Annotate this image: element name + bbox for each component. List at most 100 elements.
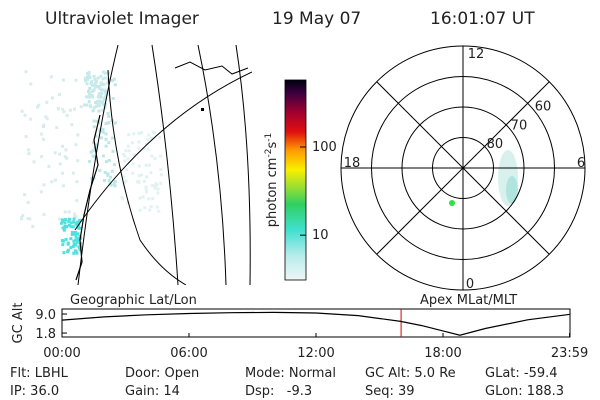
image-pixel: [137, 164, 141, 168]
image-pixel: [61, 171, 65, 175]
image-pixel: [62, 110, 66, 114]
image-pixel: [41, 137, 45, 141]
image-pixel: [131, 171, 135, 175]
status-field: Seq: 39: [365, 384, 415, 399]
mlt-label: 0: [466, 277, 474, 292]
image-pixel: [47, 164, 51, 168]
image-pixel: [61, 78, 65, 82]
image-pixel: [102, 70, 106, 74]
image-pixel: [107, 159, 111, 163]
image-pixel: [32, 160, 36, 164]
image-pixel: [66, 242, 70, 246]
image-pixel: [132, 132, 136, 136]
image-pixel: [150, 184, 154, 188]
image-pixel: [104, 144, 108, 148]
lat-label: 70: [511, 118, 528, 133]
image-pixel: [69, 108, 73, 112]
image-pixel: [111, 96, 115, 100]
image-pixel: [100, 88, 104, 92]
image-pixel: [29, 117, 33, 121]
image-pixel: [155, 183, 159, 187]
image-pixel: [109, 175, 113, 179]
image-pixel: [74, 238, 78, 242]
image-pixel: [148, 208, 152, 212]
image-pixel: [57, 93, 61, 97]
image-pixel: [79, 226, 83, 230]
image-pixel: [136, 180, 140, 184]
image-pixel: [67, 217, 71, 221]
image-pixel: [138, 208, 142, 212]
image-pixel: [104, 137, 108, 141]
image-pixel: [67, 219, 71, 223]
image-pixel: [127, 133, 131, 137]
image-pixel: [110, 169, 114, 173]
image-pixel: [66, 250, 70, 254]
image-pixel: [131, 162, 135, 166]
image-pixel: [85, 95, 89, 99]
image-pixel: [103, 170, 107, 174]
image-pixel: [72, 251, 76, 255]
image-pixel: [73, 215, 77, 219]
image-pixel: [75, 180, 79, 184]
x-tick-label: 00:00: [43, 346, 80, 361]
image-pixel: [71, 171, 75, 175]
image-pixel: [144, 187, 148, 191]
image-pixel: [26, 201, 30, 205]
image-pixel: [101, 130, 105, 134]
status-field: Dsp: -9.3: [245, 384, 312, 399]
image-pixel: [62, 251, 66, 255]
image-pixel: [121, 175, 125, 179]
image-pixel: [126, 144, 130, 148]
image-pixel: [94, 81, 98, 85]
image-pixel: [104, 132, 108, 136]
image-pixel: [45, 117, 49, 121]
image-pixel: [61, 219, 65, 223]
image-pixel: [107, 179, 111, 183]
image-pixel: [107, 141, 111, 145]
image-pixel: [93, 77, 97, 81]
image-pixel: [102, 179, 106, 183]
mlt-label: 18: [344, 156, 361, 171]
image-pixel: [94, 134, 98, 138]
image-pixel: [123, 154, 127, 158]
colorbar-tick-label: 10: [312, 228, 329, 243]
image-pixel: [71, 225, 75, 229]
lat-ring: [401, 106, 525, 230]
image-pixel: [106, 81, 110, 85]
image-pixel: [102, 88, 106, 92]
image-pixel: [53, 178, 57, 182]
image-pixel: [39, 190, 43, 194]
image-pixel: [61, 144, 65, 148]
plot-title: Geographic Lat/Lon: [70, 293, 197, 308]
image-pixel: [74, 78, 78, 82]
image-pixel: [151, 130, 155, 134]
y-axis-label: GC Alt: [11, 303, 26, 344]
image-pixel: [91, 154, 95, 158]
image-pixel: [125, 168, 129, 172]
status-field: GLat: -59.4: [485, 366, 558, 381]
image-pixel: [72, 107, 76, 111]
mlt-label: 12: [468, 47, 485, 62]
image-pixel: [85, 82, 89, 86]
image-pixel: [20, 216, 24, 220]
image-pixel: [74, 230, 78, 234]
image-pixel: [89, 82, 93, 86]
image-pixel: [73, 212, 77, 216]
image-pixel: [98, 87, 102, 91]
image-pixel: [23, 113, 27, 117]
image-pixel: [101, 108, 105, 112]
image-pixel: [64, 148, 68, 152]
image-pixel: [137, 140, 141, 144]
image-pixel: [101, 77, 105, 81]
image-pixel: [62, 228, 66, 232]
image-pixel: [85, 103, 89, 107]
image-pixel: [29, 82, 33, 86]
image-pixel: [76, 133, 80, 137]
image-pixel: [103, 95, 107, 99]
image-pixel: [90, 80, 94, 84]
image-pixel: [157, 209, 161, 213]
image-pixel: [97, 85, 101, 89]
image-pixel: [76, 159, 80, 163]
image-pixel: [102, 97, 106, 101]
image-pixel: [69, 246, 73, 250]
